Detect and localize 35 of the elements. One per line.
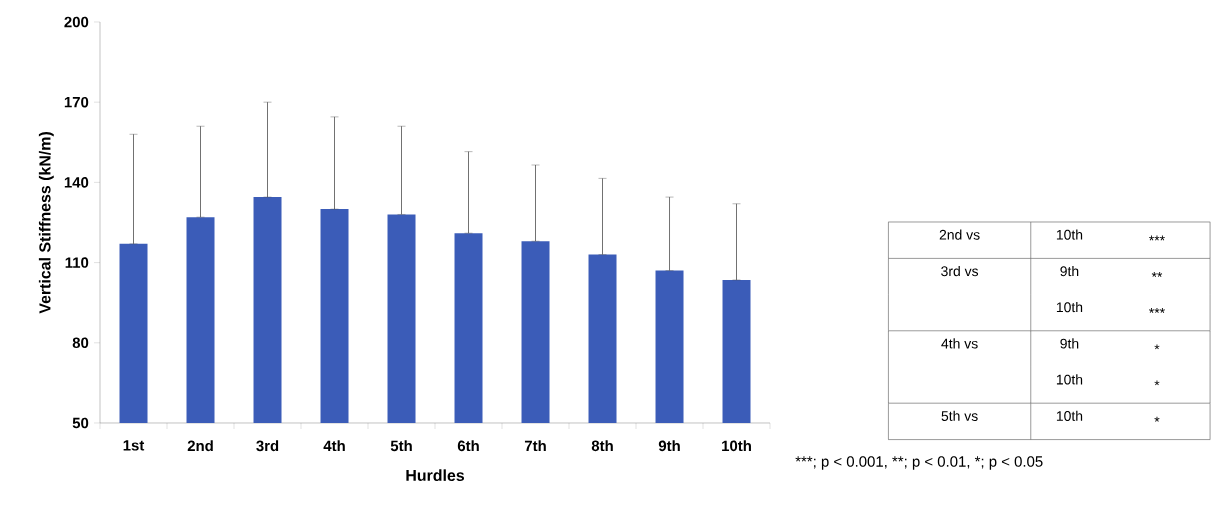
x-axis-title: Hurdles xyxy=(406,469,465,482)
text: 4th vs xyxy=(941,338,978,349)
y-axis-title: Vertical Stiffness (kN/m) xyxy=(38,132,54,314)
text: 9th xyxy=(1060,265,1079,277)
text: 10th xyxy=(1056,301,1083,313)
x-tick-label: 9th xyxy=(658,440,680,452)
text: ***; p < 0.001, **; p < 0.01, *; p < 0.05 xyxy=(795,456,1043,470)
text: * xyxy=(1154,416,1160,422)
text: 5th vs xyxy=(941,410,978,421)
x-tick-label: 8th xyxy=(591,440,613,452)
text: * xyxy=(1154,344,1160,350)
text: *** xyxy=(1149,235,1165,241)
text: 10th xyxy=(1056,410,1083,421)
text: 10th xyxy=(1056,229,1083,240)
text: 3rd vs xyxy=(941,265,979,277)
text: ** xyxy=(1151,272,1163,277)
x-tick-label: 5th xyxy=(390,440,412,452)
x-tick-label: 10th xyxy=(722,440,751,452)
y-tick-label: 50 xyxy=(72,417,89,429)
text: *** xyxy=(1149,308,1165,313)
x-tick-label: 6th xyxy=(457,440,479,452)
x-tick-label: 3rd xyxy=(256,440,279,452)
text: 2nd vs xyxy=(939,229,980,240)
y-tick-label: 200 xyxy=(64,16,89,28)
x-tick-label: 2nd xyxy=(187,440,213,452)
x-tick-label: 1st xyxy=(123,440,145,451)
x-tick-label: 7th xyxy=(524,440,546,452)
y-tick-label: 140 xyxy=(64,177,89,188)
text: 10th xyxy=(1056,374,1083,385)
text: * xyxy=(1154,380,1160,386)
y-tick-label: 80 xyxy=(72,337,89,349)
y-tick-label: 110 xyxy=(65,257,89,268)
y-tick-label: 170 xyxy=(64,96,89,108)
x-tick-label: 4th xyxy=(323,440,345,452)
text: 9th xyxy=(1060,338,1079,349)
